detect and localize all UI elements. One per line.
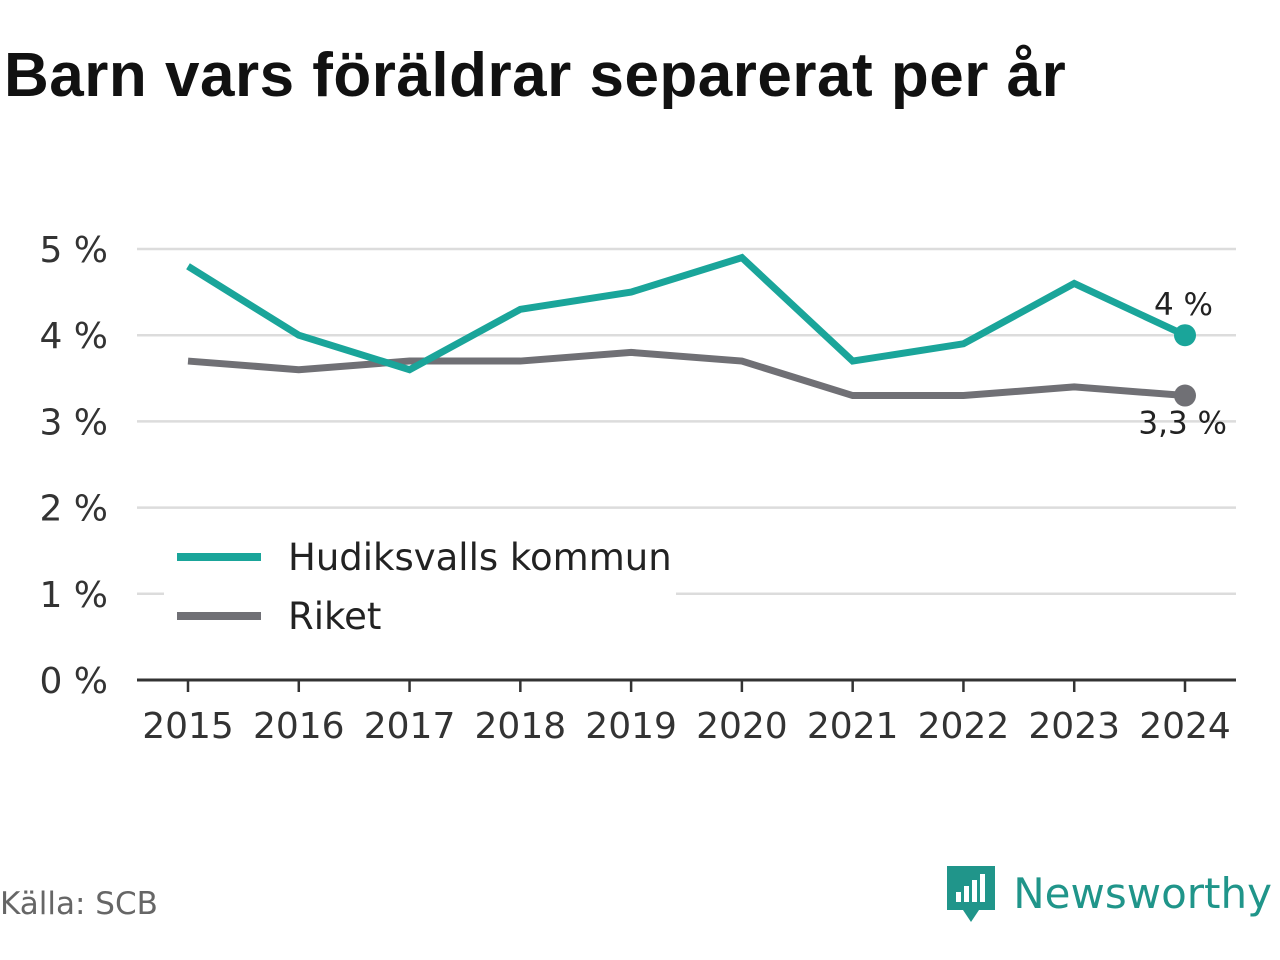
- brand: Newsworthy: [945, 862, 1272, 924]
- source-note: Källa: SCB: [0, 886, 158, 922]
- x-tick-label: 2019: [585, 706, 677, 747]
- series-end-point-riket: [1174, 384, 1196, 407]
- y-tick-label: 3 %: [39, 402, 108, 443]
- series-line-hudiksvall: [186, 253, 1187, 374]
- y-tick-label: 0 %: [39, 661, 108, 702]
- brand-name: Newsworthy: [1013, 868, 1272, 918]
- x-tick-label: 2018: [475, 706, 567, 747]
- x-tick-label: 2020: [696, 706, 788, 747]
- y-tick-label: 5 %: [39, 230, 108, 271]
- newsworthy-logo-icon: [947, 866, 996, 922]
- end-label-riket: 3,3 %: [1138, 406, 1227, 442]
- y-tick-label: 1 %: [39, 575, 108, 616]
- x-tick-label: 2023: [1028, 706, 1120, 747]
- series-end-point-hudiksvall: [1174, 324, 1196, 347]
- end-label-hudiksvall: 4 %: [1154, 287, 1213, 323]
- y-tick-label: 2 %: [39, 489, 108, 530]
- legend-label: Riket: [288, 595, 381, 638]
- legend-background: [164, 528, 676, 640]
- x-tick-label: 2022: [918, 706, 1010, 747]
- series-line-riket: [187, 348, 1186, 400]
- x-tick-label: 2021: [807, 706, 899, 747]
- chart-title: Barn vars föräldrar separerat per år: [4, 41, 1067, 110]
- y-tick-label: 4 %: [39, 316, 108, 357]
- x-tick-label: 2015: [142, 706, 234, 747]
- x-tick-label: 2016: [253, 706, 345, 747]
- x-tick-label: 2017: [364, 706, 456, 747]
- legend-label: Hudiksvalls kommun: [288, 536, 672, 579]
- x-tick-label: 2024: [1139, 706, 1231, 747]
